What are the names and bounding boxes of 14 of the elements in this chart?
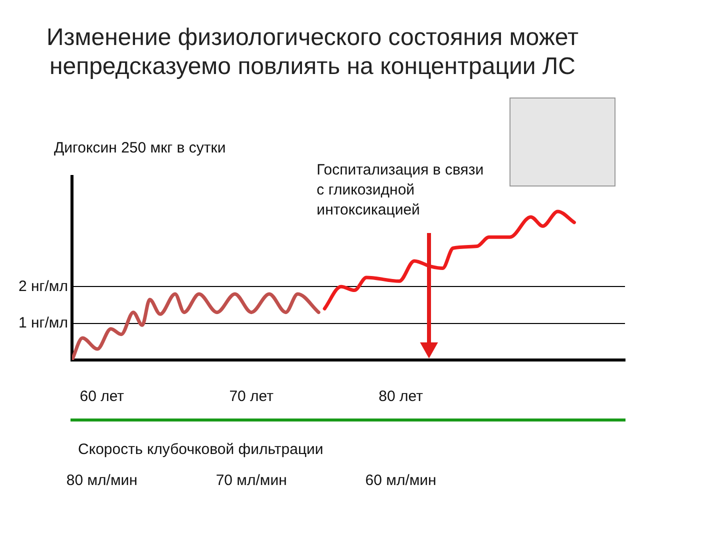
line-series xyxy=(72,292,320,360)
annotation: Госпитализация в связи с гликозидной интоксикацией xyxy=(316,162,484,219)
text: Изменение физиологического состояния может xyxy=(46,24,578,52)
x2-tick-label: 60 мл/мин xyxy=(365,472,436,490)
x2-axis-title: Скорость клубочковой фильтрации xyxy=(78,441,324,458)
x2-tick-label: 80 мл/мин xyxy=(66,472,138,490)
x-tick-label: 60 лет xyxy=(80,388,124,406)
text: Дигоксин 250 мкг в сутки xyxy=(54,140,226,157)
text: непредсказуемо повлиять на концентрации ЛС xyxy=(49,52,576,80)
x-tick-label: 80 лет xyxy=(378,388,424,406)
x2-tick-label: 70 мл/мин xyxy=(216,472,287,490)
x-tick-label: 70 лет xyxy=(229,388,274,406)
y-tick-label: 1 нг/мл xyxy=(18,314,68,332)
y-tick-label: 2 нг/мл xyxy=(18,278,68,295)
